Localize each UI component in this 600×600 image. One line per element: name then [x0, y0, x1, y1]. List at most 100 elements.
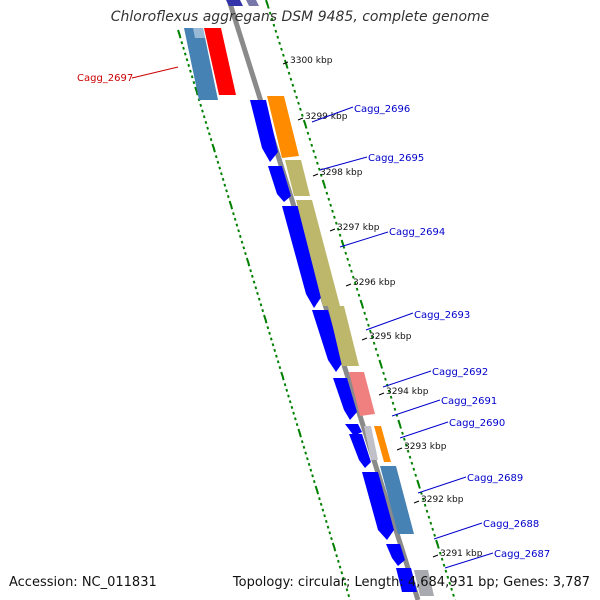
- track-dot: [344, 251, 348, 255]
- track-dot: [192, 80, 196, 85]
- track-dot: [292, 411, 295, 415]
- cds-bar-2692[interactable]: [333, 378, 357, 420]
- track-dot: [295, 95, 298, 99]
- track-dot: [378, 359, 383, 367]
- cds-bar-2690-orange[interactable]: [374, 426, 391, 462]
- cds-bar-2694-khaki[interactable]: [296, 200, 340, 306]
- gene-leader-line: [311, 106, 354, 123]
- gene-label[interactable]: Cagg_2694: [389, 227, 445, 238]
- gene-label[interactable]: Cagg_2696: [354, 104, 410, 115]
- track-dot: [326, 525, 330, 529]
- gene-label[interactable]: Cagg_2687: [494, 549, 550, 560]
- track-dot: [376, 353, 380, 357]
- cds-bar-pale-top[interactable]: [193, 28, 205, 38]
- cds-bar-2687-grey[interactable]: [414, 570, 434, 596]
- cds-bar-2692-pink[interactable]: [349, 372, 375, 416]
- track-dot: [190, 75, 194, 79]
- cds-bar-cagg-2697-a[interactable]: [184, 28, 218, 100]
- track-dot: [410, 461, 414, 465]
- gene-leader-line: [131, 66, 179, 79]
- track-dot: [230, 206, 234, 210]
- track-dot: [431, 527, 435, 531]
- track-dot: [311, 474, 314, 478]
- cds-block-top-2[interactable]: [246, 0, 259, 6]
- track-dot: [435, 539, 440, 547]
- tick-mark: [329, 228, 336, 232]
- cds-bar-2691[interactable]: [345, 424, 362, 436]
- track-dot: [418, 485, 421, 489]
- gene-label[interactable]: Cagg_2689: [467, 473, 523, 484]
- track-dot: [289, 77, 293, 81]
- track-dot: [228, 200, 233, 208]
- track-dot: [177, 29, 181, 37]
- cds-bar-2696[interactable]: [250, 100, 278, 162]
- cds-bar-2688[interactable]: [386, 544, 405, 566]
- track-dot: [280, 47, 283, 51]
- track-dot: [182, 46, 185, 50]
- track-dot: [331, 209, 334, 213]
- track-dot: [263, 314, 267, 322]
- cds-bar-2693[interactable]: [312, 310, 343, 372]
- track-dot: [370, 335, 374, 339]
- gene-label[interactable]: Cagg_2692: [432, 367, 488, 378]
- track-dot: [180, 41, 184, 45]
- gene-label[interactable]: Cagg_2695: [368, 153, 424, 164]
- tick-mark: [396, 447, 403, 451]
- cds-block-top[interactable]: [226, 0, 243, 6]
- track-dot: [414, 473, 418, 477]
- gene-label[interactable]: Cagg_2693: [414, 310, 470, 321]
- track-dot: [359, 299, 364, 307]
- track-dot: [288, 400, 292, 404]
- cds-bar-2694[interactable]: [282, 206, 322, 308]
- track-dot: [257, 297, 261, 301]
- track-dot: [295, 422, 299, 427]
- track-dot: [319, 502, 323, 506]
- cds-bar-2690[interactable]: [349, 434, 371, 468]
- cds-bar-2695[interactable]: [268, 166, 291, 202]
- gene-label[interactable]: Cagg_2690: [449, 418, 505, 429]
- track-dot: [282, 53, 285, 57]
- track-dot: [321, 508, 325, 512]
- cds-bar-2691-grey[interactable]: [364, 426, 378, 460]
- cds-bar-2695-khaki[interactable]: [285, 160, 310, 196]
- track-dot: [211, 143, 216, 151]
- track-dot: [268, 11, 272, 15]
- track-dot: [331, 542, 336, 550]
- cds-bar-2693-khaki[interactable]: [328, 306, 359, 366]
- track-dot: [242, 246, 246, 250]
- cds-bar-2689[interactable]: [362, 472, 394, 540]
- track-dot: [226, 194, 230, 199]
- track-dot: [329, 203, 333, 207]
- track-dot: [421, 497, 425, 501]
- tick-mark: [282, 61, 289, 65]
- track-dot: [404, 443, 408, 447]
- track-dot: [209, 137, 213, 142]
- track-dot: [368, 329, 372, 333]
- track-dot: [401, 431, 404, 435]
- gene-label[interactable]: Cagg_2697: [77, 73, 133, 84]
- track-dot: [318, 497, 321, 501]
- track-dot: [270, 17, 274, 21]
- cds-bar-2696-orange[interactable]: [267, 96, 299, 158]
- track-dot: [397, 419, 402, 427]
- track-dot: [323, 185, 327, 189]
- track-dot: [391, 401, 395, 405]
- track-dot: [452, 593, 455, 597]
- gene-label[interactable]: Cagg_2688: [483, 519, 539, 530]
- cds-bar-2689-steel[interactable]: [380, 466, 414, 534]
- cds-bar-2687[interactable]: [396, 568, 417, 592]
- track-dot: [204, 120, 208, 125]
- track-dot: [446, 575, 450, 579]
- track-dot: [185, 58, 189, 62]
- track-dot: [442, 563, 446, 567]
- track-dot: [195, 92, 199, 96]
- tick-label: 3296 kbp: [353, 278, 396, 288]
- track-dot: [365, 317, 368, 321]
- track-dot: [389, 395, 393, 399]
- gene-label[interactable]: Cagg_2691: [441, 396, 497, 407]
- tick-mark: [413, 500, 420, 504]
- cds-bar-cagg-2697-b[interactable]: [204, 28, 236, 95]
- track-dot: [384, 377, 387, 381]
- tick-mark: [345, 283, 352, 287]
